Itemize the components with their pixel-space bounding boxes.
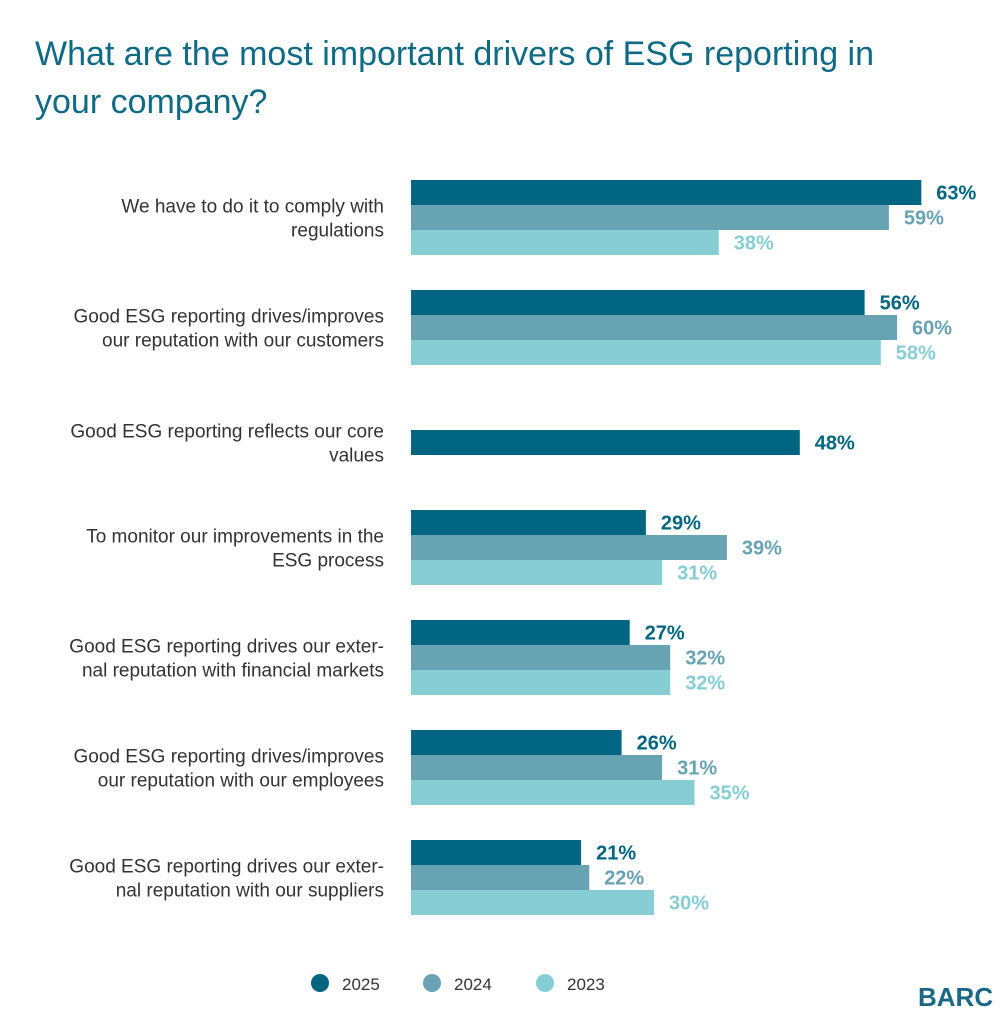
bar-2025 xyxy=(411,290,865,315)
legend: 2025 2024 2023 xyxy=(311,974,605,994)
category-label: To monitor our improvements in the xyxy=(86,527,384,548)
bar-2024 xyxy=(411,645,671,670)
value-label: 30% xyxy=(669,893,709,915)
legend-marker-2023 xyxy=(536,974,554,992)
value-label: 31% xyxy=(677,563,717,585)
value-label: 56% xyxy=(880,293,920,315)
bar-2025 xyxy=(411,180,922,205)
category-label: Good ESG reporting drives our exter- xyxy=(69,857,384,878)
category-labels: We have to do it to comply with regulatio… xyxy=(69,197,384,902)
bar-2023 xyxy=(411,890,654,915)
category-label: Good ESG reporting reflects our core xyxy=(70,422,384,443)
bar-2025 xyxy=(411,430,800,455)
value-labels: 63%59%38%56%60%58%48%29%39%31%27%32%32%2… xyxy=(596,183,976,915)
legend-marker-2025 xyxy=(311,974,329,992)
bar-2024 xyxy=(411,755,663,780)
value-label: 38% xyxy=(734,233,774,255)
value-label: 32% xyxy=(685,648,725,670)
bar-2023 xyxy=(411,340,881,365)
value-label: 32% xyxy=(685,673,725,695)
value-label: 29% xyxy=(661,513,701,535)
bar-2025 xyxy=(411,510,646,535)
value-label: 31% xyxy=(677,758,717,780)
bar-2025 xyxy=(411,620,630,645)
category-label: nal reputation with our suppliers xyxy=(116,881,384,902)
value-label: 60% xyxy=(912,318,952,340)
bars xyxy=(411,180,922,915)
value-label: 48% xyxy=(815,433,855,455)
category-label: Good ESG reporting drives/improves xyxy=(74,307,384,328)
category-label: values xyxy=(329,446,384,467)
bar-2023 xyxy=(411,230,719,255)
bar-2025 xyxy=(411,840,582,865)
bar-2025 xyxy=(411,730,622,755)
bar-2024 xyxy=(411,205,889,230)
category-label: nal reputation with financial markets xyxy=(82,661,384,682)
legend-label-2023: 2023 xyxy=(567,975,605,994)
category-label: ESG process xyxy=(272,551,384,572)
value-label: 22% xyxy=(604,868,644,890)
barc-logo: BARC xyxy=(918,982,994,1012)
chart-title: What are the most important drivers of E… xyxy=(35,35,875,121)
value-label: 35% xyxy=(710,783,750,805)
category-label: Good ESG reporting drives/improves xyxy=(74,747,384,768)
bar-2024 xyxy=(411,865,590,890)
legend-label-2024: 2024 xyxy=(454,975,492,994)
bar-2023 xyxy=(411,560,663,585)
value-label: 63% xyxy=(936,183,976,205)
category-label: Good ESG reporting drives our exter- xyxy=(69,637,384,658)
legend-marker-2024 xyxy=(423,974,441,992)
bar-2024 xyxy=(411,535,727,560)
value-label: 39% xyxy=(742,538,782,560)
value-label: 58% xyxy=(896,343,936,365)
value-label: 27% xyxy=(645,623,685,645)
category-label: our reputation with our customers xyxy=(102,331,384,352)
bar-2023 xyxy=(411,780,695,805)
category-label: our reputation with our employees xyxy=(98,771,384,792)
category-label: regulations xyxy=(291,221,384,242)
legend-label-2025: 2025 xyxy=(342,975,380,994)
value-label: 59% xyxy=(904,208,944,230)
category-label: We have to do it to comply with xyxy=(121,197,384,218)
value-label: 21% xyxy=(596,843,636,865)
value-label: 26% xyxy=(637,733,677,755)
bar-2023 xyxy=(411,670,671,695)
bar-2024 xyxy=(411,315,897,340)
